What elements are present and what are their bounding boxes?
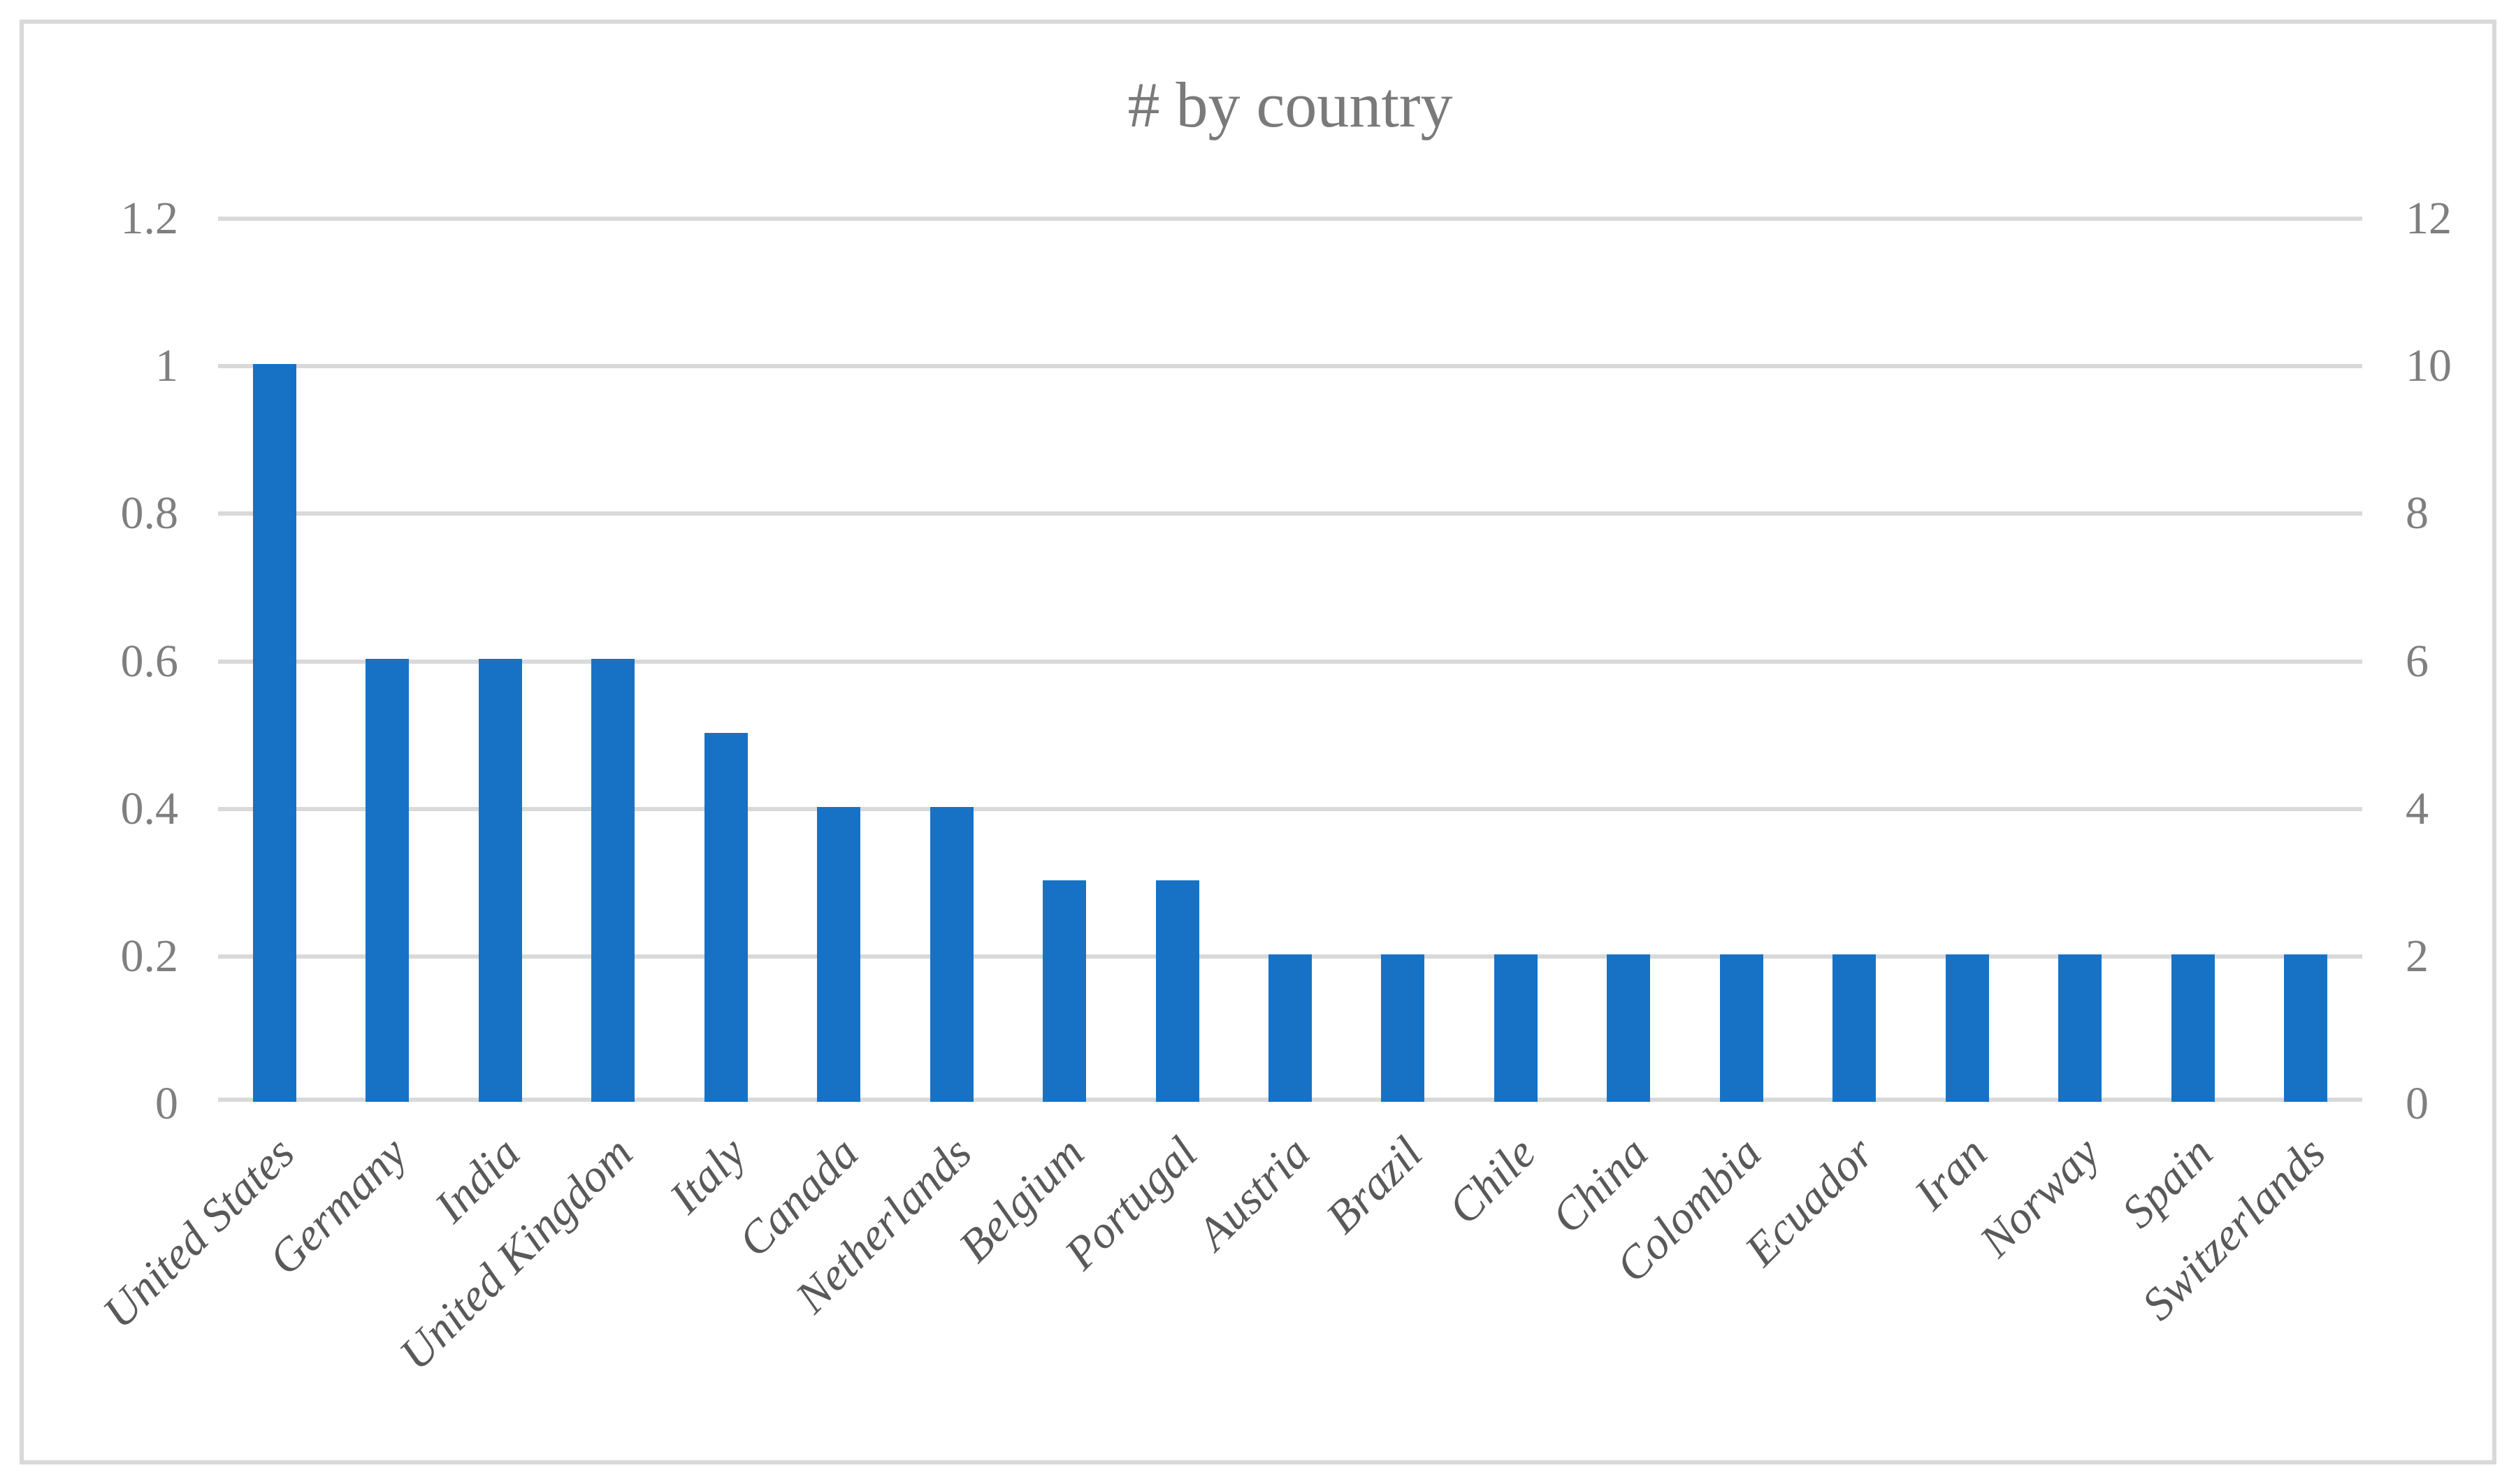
- chart-title: # by country: [1127, 69, 1453, 140]
- gridline: [218, 511, 2362, 516]
- y-axis-left-tick-label: 1.2: [120, 193, 179, 244]
- bar-united-states: [253, 364, 296, 1102]
- gridline: [218, 807, 2362, 811]
- bar-spain: [2171, 954, 2215, 1102]
- y-axis-right-tick-label: 2: [2406, 931, 2429, 982]
- y-axis-right-tick-label: 6: [2406, 636, 2429, 687]
- bar-united-kingdom: [591, 659, 635, 1102]
- bar-belgium: [1043, 880, 1086, 1102]
- gridline: [218, 660, 2362, 664]
- bar-italy: [704, 733, 748, 1102]
- y-axis-left-tick-label: 0.2: [120, 931, 179, 982]
- bar-ecuador: [1832, 954, 1876, 1102]
- y-axis-left-tick-label: 0.6: [120, 636, 179, 687]
- gridline: [218, 217, 2362, 221]
- bar-germany: [366, 659, 409, 1102]
- bar-india: [479, 659, 522, 1102]
- bar-iran: [1946, 954, 1989, 1102]
- bar-portugal: [1156, 880, 1199, 1102]
- y-axis-right-tick-label: 10: [2406, 340, 2452, 391]
- y-axis-right-tick-label: 8: [2406, 488, 2429, 539]
- y-axis-left-tick-label: 1: [155, 340, 178, 391]
- bar-chile: [1494, 954, 1538, 1102]
- bar-switzerlands: [2284, 954, 2327, 1102]
- y-axis-left-tick-label: 0.8: [120, 488, 179, 539]
- bar-netherlands: [930, 807, 974, 1102]
- gridline: [218, 364, 2362, 368]
- bar-canada: [817, 807, 860, 1102]
- bar-austria: [1268, 954, 1312, 1102]
- plot-area: [218, 217, 2362, 1102]
- y-axis-right-tick-label: 0: [2406, 1078, 2429, 1129]
- bar-china: [1607, 954, 1650, 1102]
- y-axis-right-tick-label: 4: [2406, 783, 2429, 834]
- y-axis-left-tick-label: 0: [155, 1078, 178, 1129]
- chart-border-frame: [20, 20, 2496, 1464]
- bar-colombia: [1720, 954, 1763, 1102]
- bar-brazil: [1381, 954, 1424, 1102]
- bar-norway: [2058, 954, 2102, 1102]
- y-axis-left-tick-label: 0.4: [120, 783, 179, 834]
- y-axis-right-tick-label: 12: [2406, 193, 2452, 244]
